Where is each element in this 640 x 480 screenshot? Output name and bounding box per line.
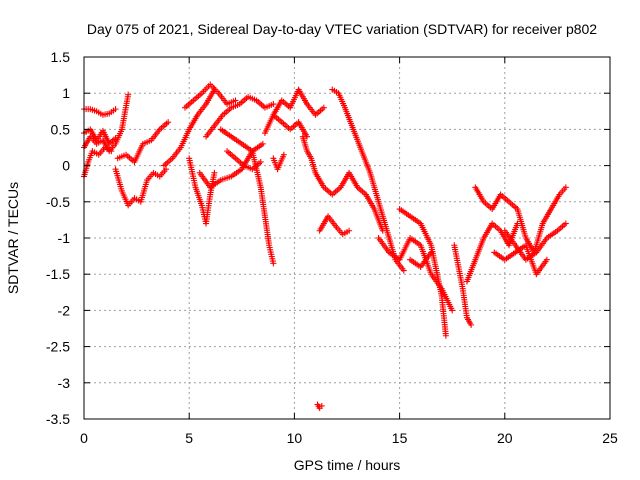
series-arc-15 (270, 111, 311, 140)
data-point (543, 256, 550, 263)
series-arc-6 (114, 119, 172, 165)
x-tick-label: 5 (185, 430, 193, 446)
y-tick-label: -0.5 (46, 194, 70, 210)
y-tick-label: 0 (62, 158, 70, 174)
data-point (428, 249, 435, 256)
y-tick-label: 0.5 (51, 121, 71, 137)
data-point (257, 158, 264, 165)
series-arc-7 (160, 86, 218, 169)
y-tick-label: 1 (62, 85, 70, 101)
series-arc-12 (217, 126, 277, 267)
data-point (468, 321, 475, 328)
y-tick-label: -3.5 (46, 411, 70, 427)
series-arc-28 (314, 401, 325, 412)
series-arc-27 (501, 220, 569, 263)
data-point (211, 169, 218, 176)
data-point (320, 104, 327, 111)
series-arc-9 (181, 81, 239, 111)
series-arc-16 (270, 151, 287, 173)
data-point (232, 97, 239, 104)
series-arc-1 (81, 106, 119, 118)
series-arc-25 (472, 184, 569, 256)
series-arc-3 (81, 126, 119, 147)
y-tick-label: -2.5 (46, 339, 70, 355)
series-arc-5 (112, 166, 170, 209)
chart-title: Day 075 of 2021, Sidereal Day-to-day VTE… (87, 21, 597, 37)
series-arc-4 (81, 144, 115, 180)
series-arc-23 (451, 242, 475, 328)
x-axis-label: GPS time / hours (294, 457, 401, 473)
data-point (280, 151, 287, 158)
data-point (259, 140, 266, 147)
data-point (112, 106, 119, 113)
series-arc-17 (299, 133, 386, 234)
series-arc-18 (316, 213, 353, 238)
y-axis-label: SDTVAR / TECUs (5, 182, 21, 294)
data-point (165, 119, 172, 126)
data-point (346, 227, 353, 234)
data-point (400, 267, 407, 274)
y-tick-label: 1.5 (51, 49, 71, 65)
y-tick-labels: -3.5 -3 -2.5 -2 -1.5 -1 -0.5 0 0.5 1 1.5 (46, 49, 70, 427)
series-arc-19 (329, 86, 407, 274)
axis-ticks (83, 56, 611, 420)
data-point (108, 148, 115, 155)
data-point (270, 101, 277, 108)
y-tick-label: -2 (58, 302, 71, 318)
series-arc-22 (407, 249, 435, 270)
x-tick-labels: 0 5 10 15 20 25 (80, 430, 618, 446)
y-tick-label: -1 (58, 230, 71, 246)
x-tick-label: 10 (287, 430, 303, 446)
series-arc-21 (396, 206, 449, 339)
data-point (442, 332, 449, 339)
series-arc-24 (463, 220, 521, 285)
data-point (163, 166, 170, 173)
y-tick-label: -1.5 (46, 266, 70, 282)
series-arc-13 (224, 148, 264, 173)
data-point (318, 402, 325, 409)
series-arc-8 (186, 155, 218, 227)
x-tick-label: 25 (602, 430, 618, 446)
data-point (125, 91, 132, 98)
data-point (562, 220, 569, 227)
y-tick-label: -3 (58, 375, 71, 391)
x-tick-label: 0 (80, 430, 88, 446)
data-point (562, 184, 569, 191)
data-point (270, 260, 277, 267)
data-point (449, 307, 456, 314)
data-markers (81, 81, 569, 412)
x-tick-label: 20 (497, 430, 513, 446)
series-arc-2 (81, 91, 132, 155)
series-arc-20 (375, 235, 456, 314)
series-arc-10 (203, 93, 277, 140)
x-tick-label: 15 (392, 430, 408, 446)
data-point (112, 135, 119, 142)
